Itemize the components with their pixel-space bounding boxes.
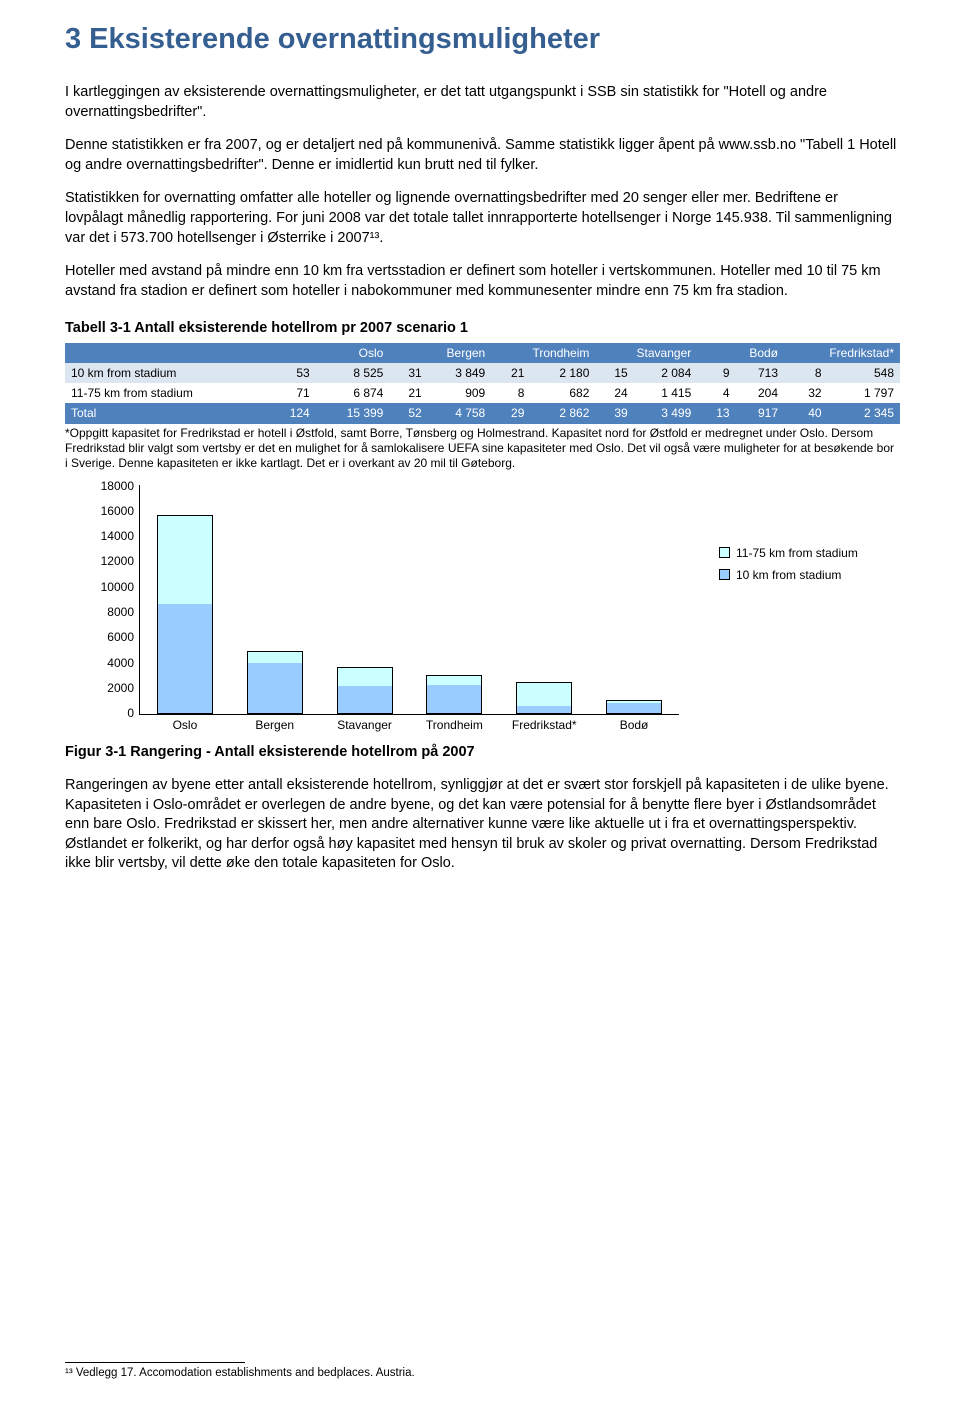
x-axis-labels: OsloBergenStavangerTrondheimFredrikstad*… (140, 717, 679, 733)
y-axis-labels: 1800016000140001200010000800060004000200… (92, 478, 134, 722)
bar-oslo (157, 515, 213, 714)
table-row: 11-75 km from stadium716 874219098682241… (65, 383, 900, 403)
bar-fredrikstad* (516, 682, 572, 714)
para-4: Hoteller med avstand på mindre enn 10 km… (65, 262, 900, 301)
para-1: I kartleggingen av eksisterende overnatt… (65, 83, 900, 122)
table-row: 10 km from stadium538 525313 849212 1801… (65, 363, 900, 383)
para-3: Statistikken for overnatting omfatter al… (65, 189, 900, 248)
hotel-table: OsloBergenTrondheimStavangerBodøFredriks… (65, 343, 900, 424)
legend-item: 10 km from stadium (719, 567, 858, 583)
chart-legend: 11-75 km from stadium 10 km from stadium (719, 545, 858, 589)
para-5: Rangeringen av byene etter antall eksist… (65, 776, 900, 874)
table-header-row: OsloBergenTrondheimStavangerBodøFredriks… (65, 343, 900, 363)
figure-title: Figur 3-1 Rangering - Antall eksisterend… (65, 743, 900, 763)
footnote-text: ¹³ Vedlegg 17. Accomodation establishmen… (65, 1367, 415, 1379)
bar-bodø (606, 700, 662, 714)
bar-stavanger (337, 667, 393, 714)
table-footnote: *Oppgitt kapasitet for Fredrikstad er ho… (65, 426, 900, 471)
chart-container: 1800016000140001200010000800060004000200… (95, 485, 900, 715)
page-heading: 3 Eksisterende overnattingsmuligheter (65, 20, 900, 59)
legend-item: 11-75 km from stadium (719, 545, 858, 561)
bar-bergen (247, 651, 303, 714)
bar-trondheim (426, 675, 482, 714)
table-row: Total12415 399524 758292 862393 49913917… (65, 403, 900, 423)
table-title: Tabell 3-1 Antall eksisterende hotellrom… (65, 319, 900, 339)
footnote-rule (65, 1362, 245, 1363)
bar-chart: 1800016000140001200010000800060004000200… (139, 485, 679, 715)
chart-bars (140, 485, 679, 714)
footnote-13: ¹³ Vedlegg 17. Accomodation establishmen… (65, 1362, 415, 1382)
para-2: Denne statistikken er fra 2007, og er de… (65, 136, 900, 175)
